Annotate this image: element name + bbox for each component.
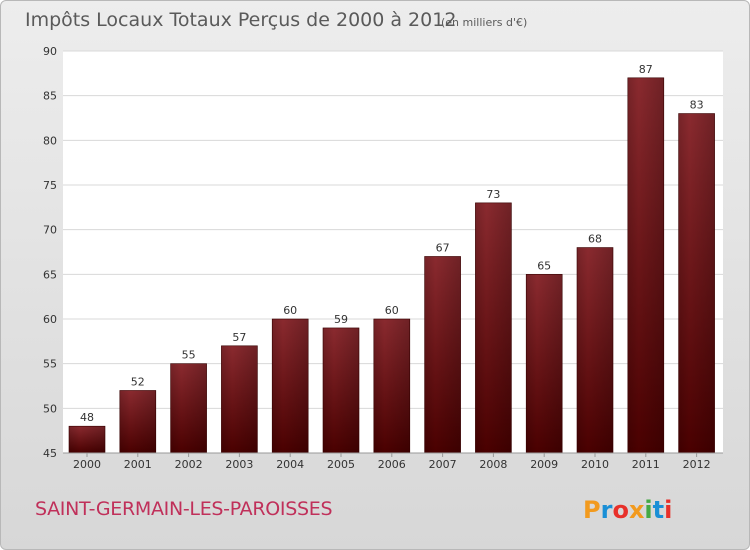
y-tick-label: 45 (43, 447, 57, 460)
y-axis-ticks: 45 50 55 60 65 70 75 80 85 90 (43, 45, 57, 460)
x-tick-label-2002: 2002 (175, 458, 203, 471)
value-labels: 48 52 55 57 60 59 60 67 73 65 68 87 83 (80, 63, 704, 424)
value-label-2001: 52 (131, 375, 145, 388)
chart-title: Impôts Locaux Totaux Perçus de 2000 à 20… (25, 9, 456, 31)
logo-letter: i (664, 496, 672, 524)
chart-subtitle: (en milliers d'€) (441, 16, 527, 29)
y-tick-label: 70 (43, 224, 57, 237)
logo-letter: o (612, 496, 629, 524)
y-tick-label: 65 (43, 268, 57, 281)
bar-shading-2000 (69, 426, 105, 453)
logo-letter: i (644, 496, 652, 524)
bar-shading-2008 (475, 202, 512, 453)
value-label-2005: 59 (334, 313, 348, 326)
value-label-2011: 87 (639, 63, 653, 76)
bar-shading-2003 (221, 345, 258, 453)
value-label-2004: 60 (283, 304, 297, 317)
bar-shading-2004 (272, 319, 309, 453)
value-label-2006: 60 (385, 304, 399, 317)
x-tick-label-2003: 2003 (225, 458, 253, 471)
x-tick-label-2011: 2011 (632, 458, 660, 471)
x-tick-label-2010: 2010 (581, 458, 609, 471)
bar-shading-2007 (424, 256, 461, 453)
value-label-2012: 83 (690, 99, 704, 112)
y-tick-label: 60 (43, 313, 57, 326)
bar-shading-2005 (323, 327, 359, 453)
x-tick-label-2006: 2006 (378, 458, 406, 471)
bar-shading-2009 (526, 274, 563, 453)
bar-shading-2006 (373, 319, 410, 453)
y-tick-label: 75 (43, 179, 57, 192)
proxiti-logo: Proxiti (583, 496, 672, 524)
value-label-2010: 68 (588, 233, 602, 246)
y-tick-label: 80 (43, 134, 57, 147)
x-tick-label-2001: 2001 (124, 458, 152, 471)
logo-letter: t (653, 496, 664, 524)
x-axis-ticks: 2000 2001 2002 2003 2004 2005 2006 2007 2008 2009… (73, 453, 711, 471)
value-label-2000: 48 (80, 411, 94, 424)
value-label-2009: 65 (537, 259, 551, 272)
y-tick-label: 90 (43, 45, 57, 58)
value-label-2003: 57 (232, 331, 246, 344)
commune-name: SAINT-GERMAIN-LES-PAROISSES (35, 498, 332, 520)
bar-shading-2011 (627, 77, 664, 454)
logo-letter: r (601, 496, 613, 524)
value-label-2002: 55 (182, 349, 196, 362)
x-tick-label-2000: 2000 (73, 458, 101, 471)
x-tick-label-2005: 2005 (327, 458, 355, 471)
bar-shading-2002 (170, 363, 207, 453)
logo-letter: x (629, 496, 645, 524)
logo-letter: P (583, 496, 601, 524)
x-tick-label-2007: 2007 (429, 458, 457, 471)
y-tick-label: 50 (43, 402, 57, 415)
bars (68, 77, 715, 454)
x-tick-label-2008: 2008 (479, 458, 507, 471)
bar-shading-2010 (577, 247, 613, 453)
x-tick-label-2012: 2012 (683, 458, 711, 471)
value-label-2008: 73 (486, 188, 500, 201)
x-tick-label-2004: 2004 (276, 458, 304, 471)
bar-shading-2012 (678, 113, 715, 454)
bar-shading-2001 (119, 390, 156, 453)
y-tick-label: 85 (43, 90, 57, 103)
y-tick-label: 55 (43, 358, 57, 371)
x-tick-label-2009: 2009 (530, 458, 558, 471)
value-label-2007: 67 (436, 241, 450, 254)
